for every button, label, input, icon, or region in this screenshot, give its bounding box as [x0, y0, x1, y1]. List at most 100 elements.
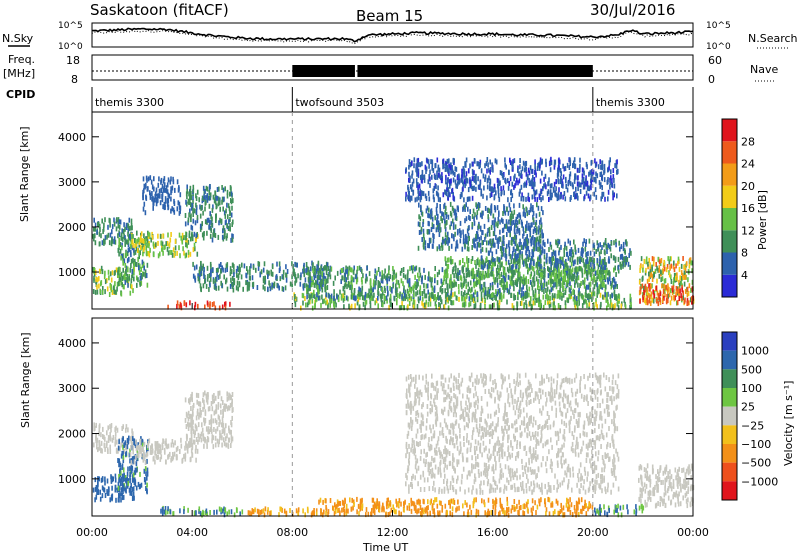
- power-cell-2911: [533, 219, 535, 225]
- power-cell-2209: [486, 290, 489, 296]
- velocity-cell-201: [146, 458, 148, 464]
- power-colorbar-block-4: [722, 185, 737, 208]
- power-cell-3084: [479, 225, 482, 231]
- power-cell-3950: [429, 169, 431, 175]
- power-cell-2840: [417, 245, 420, 251]
- power-cell-870: [282, 269, 285, 275]
- power-cell-4280: [657, 267, 659, 273]
- velocity-cell-306: [140, 482, 143, 488]
- power-cell-410: [165, 241, 167, 247]
- velocity-cell-359: [160, 454, 163, 460]
- velocity-cell-271: [129, 458, 131, 464]
- power-cell-3002: [490, 243, 493, 249]
- power-cell-4197: [464, 179, 466, 185]
- power-cell-3558: [548, 197, 550, 202]
- power-cell-2804: [420, 229, 422, 235]
- power-cell-3285: [617, 256, 620, 262]
- power-cell-920: [278, 268, 281, 273]
- power-cell-3898: [409, 178, 411, 183]
- power-cell-2467: [555, 270, 558, 276]
- power-cell-2837: [522, 211, 525, 217]
- power-cell-3949: [440, 178, 443, 184]
- power-cell-61: [94, 240, 97, 246]
- velocity-cell-160: [114, 485, 117, 490]
- velocity-cell-334: [159, 456, 162, 462]
- power-cell-2666: [487, 273, 489, 279]
- power-cell-3470: [542, 248, 544, 254]
- velocity-cell-297: [122, 436, 124, 442]
- power-cell-4432: [646, 286, 648, 292]
- power-cell-1798: [521, 287, 523, 293]
- power-cell-1068: [194, 277, 197, 283]
- power-cell-3021: [502, 211, 504, 216]
- power-cell-1072: [220, 262, 222, 267]
- power-cell-2466: [527, 279, 530, 284]
- power-cell-2432: [601, 258, 603, 264]
- power-cell-2388: [457, 276, 460, 281]
- power-cell-2722: [538, 235, 541, 241]
- power-cell-1432: [424, 303, 427, 309]
- power-cell-4002: [610, 175, 612, 181]
- power-cell-1297: [547, 299, 549, 305]
- velocity-cell-307: [136, 456, 138, 462]
- power-cell-925: [299, 281, 302, 287]
- power-cell-766: [155, 197, 158, 203]
- power-cell-1656: [366, 293, 368, 299]
- power-cell-1881: [311, 276, 313, 282]
- power-cell-1289: [444, 299, 447, 305]
- power-cell-1146: [383, 299, 386, 305]
- power-cell-1034: [241, 262, 243, 268]
- power-cell-3480: [529, 263, 531, 269]
- power-cell-1047: [286, 269, 289, 274]
- power-cell-3846: [433, 197, 435, 203]
- velocity-cell-266: [126, 476, 128, 482]
- power-cell-1132: [562, 292, 564, 298]
- velocity-cell-408: [184, 456, 187, 462]
- power-cell-1344: [599, 304, 602, 310]
- power-cell-181: [132, 266, 135, 272]
- power-cell-2604: [570, 269, 573, 275]
- power-cell-3284: [557, 258, 559, 264]
- power-cell-3661: [509, 157, 511, 163]
- power-cell-2489: [472, 272, 474, 278]
- power-cell-2540: [525, 279, 527, 285]
- power-cell-3514: [476, 161, 478, 167]
- power-cell-4407: [675, 275, 677, 281]
- velocity-cell-257: [139, 471, 141, 477]
- power-cell-3913: [518, 178, 521, 184]
- velocity-cell-242: [138, 484, 141, 490]
- velocity-cell-378: [154, 444, 157, 449]
- power-cell-1371: [607, 299, 609, 305]
- power-cell-3089: [508, 227, 510, 233]
- velocity-cell-226: [146, 475, 148, 481]
- velocity-cell-58: [98, 439, 101, 445]
- velocity-cell-122: [101, 493, 104, 499]
- power-cell-3231: [607, 242, 610, 248]
- power-cell-729: [146, 186, 149, 192]
- power-cell-3039: [466, 228, 469, 234]
- power-cell-1085: [224, 301, 226, 307]
- power-cell-3671: [438, 167, 441, 173]
- power-cell-2906: [503, 205, 506, 211]
- power-cell-3828: [417, 171, 419, 177]
- power-cell-3864: [450, 178, 452, 184]
- velocity-cell-296: [127, 480, 130, 486]
- power-cell-4028: [469, 179, 471, 185]
- power-cell-1456: [624, 301, 626, 307]
- power-cell-2788: [501, 241, 504, 247]
- power-cell-664: [151, 191, 153, 196]
- power-cell-2607: [556, 273, 559, 279]
- power-cell-3406: [554, 262, 556, 268]
- velocity-cell-251: [130, 465, 133, 471]
- power-cell-4323: [656, 265, 658, 271]
- velocity-cell-269: [126, 471, 129, 477]
- power-cell-3329: [538, 241, 540, 247]
- power-cell-3448: [554, 254, 557, 260]
- velocity-cell-53: [98, 423, 101, 429]
- power-cell-2405: [520, 277, 522, 283]
- power-cell-2499: [549, 278, 552, 284]
- noise-left-bottom: 10^0: [58, 42, 83, 52]
- power-cell-2342: [572, 276, 574, 282]
- power-cell-1016: [198, 269, 201, 275]
- power-cell-2303: [398, 283, 401, 289]
